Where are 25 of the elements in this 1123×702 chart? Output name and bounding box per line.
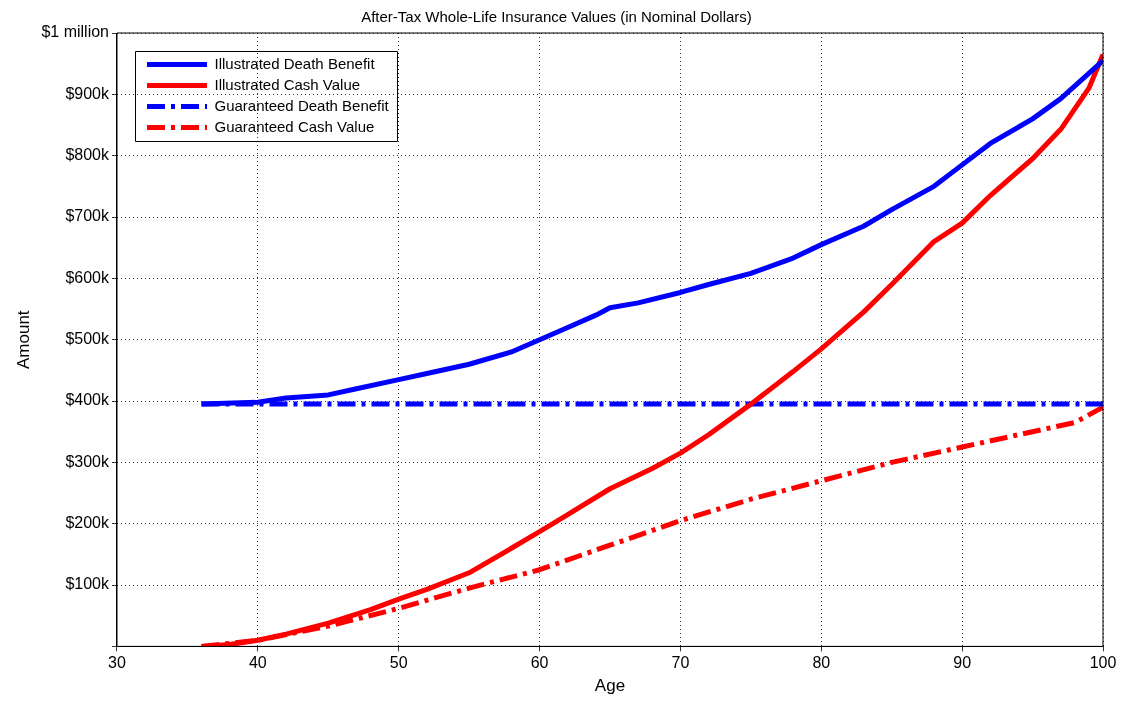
x-tick-label: 100 bbox=[1089, 654, 1117, 672]
y-tick-label: $400k bbox=[65, 391, 110, 409]
x-tick-label: 80 bbox=[812, 654, 831, 672]
y-tick-label: $300k bbox=[65, 452, 110, 470]
x-tick-label: 50 bbox=[389, 654, 408, 672]
x-tick-label: 40 bbox=[248, 654, 267, 672]
y-tick-label: $200k bbox=[65, 514, 110, 532]
legend-label: Illustrated Death Benefit bbox=[214, 54, 376, 72]
x-axis-title: Age bbox=[594, 676, 626, 696]
x-tick-label: 60 bbox=[530, 654, 549, 672]
legend-label: Guaranteed Cash Value bbox=[214, 117, 375, 135]
y-axis-title: Amount bbox=[13, 310, 33, 369]
y-tick-label: $100k bbox=[65, 575, 110, 593]
x-tick-label: 30 bbox=[108, 654, 126, 672]
x-tick-label: 90 bbox=[953, 654, 972, 672]
x-tick-label: 70 bbox=[671, 654, 690, 672]
y-tick-label: $900k bbox=[65, 84, 110, 102]
y-tick-label: $800k bbox=[65, 146, 110, 164]
chart-title: After-Tax Whole-Life Insurance Values (in Nominal Dollars) bbox=[361, 8, 752, 26]
y-tick-label: $1 million bbox=[41, 23, 109, 41]
y-tick-label: $600k bbox=[65, 268, 110, 286]
y-tick-label: $500k bbox=[65, 330, 110, 348]
legend-label: Guaranteed Death Benefit bbox=[214, 96, 390, 114]
legend-label: Illustrated Cash Value bbox=[214, 75, 361, 93]
y-tick-label: $700k bbox=[65, 207, 110, 225]
